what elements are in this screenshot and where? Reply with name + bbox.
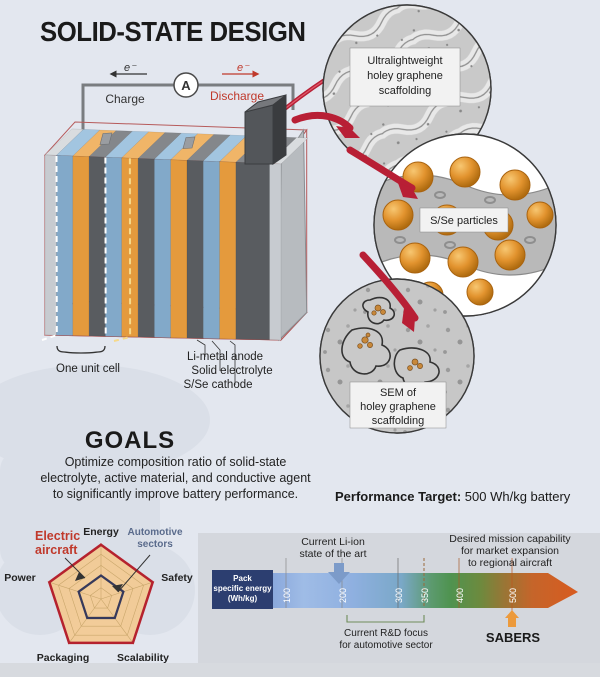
svg-text:300: 300 — [394, 588, 404, 603]
svg-text:to regional aircraft: to regional aircraft — [468, 557, 552, 569]
svg-text:Electric: Electric — [35, 529, 80, 543]
svg-text:400: 400 — [455, 588, 465, 603]
svg-text:Energy: Energy — [83, 526, 119, 538]
svg-text:200: 200 — [338, 588, 348, 603]
svg-text:scaffolding: scaffolding — [372, 415, 424, 427]
svg-text:One unit cell: One unit cell — [56, 363, 120, 375]
svg-text:A: A — [181, 78, 191, 93]
svg-text:Solid electrolyte: Solid electrolyte — [191, 365, 272, 377]
svg-text:S/Se particles: S/Se particles — [430, 215, 498, 227]
svg-text:500: 500 — [508, 588, 518, 603]
svg-text:Safety: Safety — [161, 572, 193, 584]
svg-text:Current R&D focus: Current R&D focus — [344, 628, 428, 639]
svg-text:Scalability: Scalability — [117, 652, 169, 664]
svg-text:for automotive sector: for automotive sector — [339, 640, 433, 651]
svg-text:specific energy: specific energy — [213, 584, 272, 593]
svg-text:Discharge: Discharge — [210, 89, 264, 103]
svg-text:holey graphene: holey graphene — [367, 70, 443, 82]
svg-text:sectors: sectors — [137, 539, 173, 550]
svg-text:e⁻: e⁻ — [237, 62, 250, 74]
svg-text:(Wh/kg): (Wh/kg) — [228, 594, 258, 603]
svg-text:350: 350 — [420, 588, 430, 603]
svg-text:SEM of: SEM of — [380, 387, 417, 399]
svg-text:e⁻: e⁻ — [124, 62, 137, 74]
svg-text:S/Se cathode: S/Se cathode — [183, 379, 252, 391]
svg-text:Desired mission capability: Desired mission capability — [449, 533, 571, 545]
svg-text:holey graphene: holey graphene — [360, 401, 436, 413]
svg-text:scaffolding: scaffolding — [379, 85, 431, 97]
svg-text:Li-metal anode: Li-metal anode — [187, 351, 263, 363]
svg-text:100: 100 — [282, 588, 292, 603]
svg-text:Pack: Pack — [233, 574, 252, 583]
svg-text:Packaging: Packaging — [37, 652, 90, 664]
svg-text:Power: Power — [4, 572, 36, 584]
svg-text:Ultralightweight: Ultralightweight — [367, 55, 442, 67]
svg-text:SABERS: SABERS — [486, 630, 541, 645]
svg-text:Charge: Charge — [105, 92, 145, 106]
svg-text:state of the art: state of the art — [299, 548, 366, 560]
svg-text:for market expansion: for market expansion — [461, 545, 559, 557]
svg-text:aircraft: aircraft — [35, 543, 78, 557]
svg-text:Automotive: Automotive — [128, 527, 183, 538]
svg-text:Current Li-ion: Current Li-ion — [301, 536, 365, 548]
